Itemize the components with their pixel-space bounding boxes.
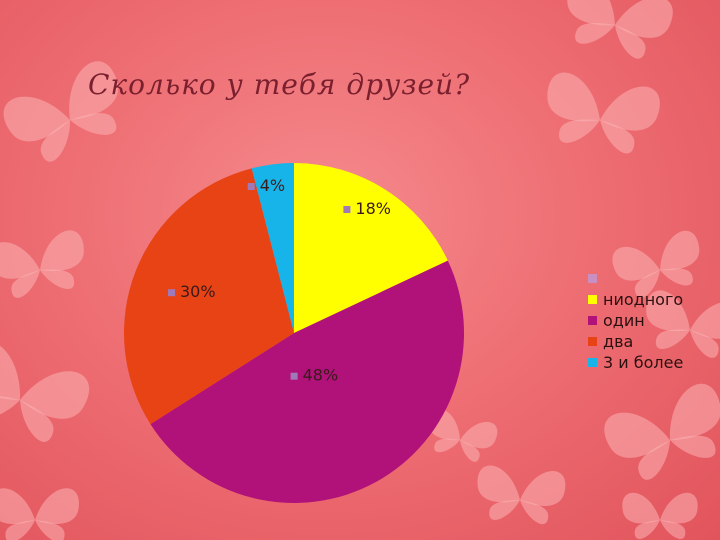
butterfly-shape: [477, 465, 566, 525]
data-label-text: 30%: [180, 282, 216, 301]
chart-legend: ниодного один два 3 и более: [588, 268, 683, 373]
legend-item-none: ниодного: [588, 289, 683, 310]
butterfly-shape: [612, 230, 700, 298]
legend-label: ниодного: [603, 290, 684, 309]
pie-slice-two: [123, 168, 294, 425]
butterfly-shape: [0, 230, 84, 298]
legend-label: два: [603, 332, 634, 351]
butterfly-shape: [604, 383, 720, 480]
legend-swatch: [588, 337, 597, 346]
butterfly-shape: [3, 61, 119, 162]
legend-item-one: один: [588, 310, 683, 331]
pie-slice-three-plus: [251, 163, 294, 333]
butterfly-shape: [0, 340, 90, 442]
data-label: 48%: [290, 366, 339, 385]
data-label-text: 48%: [303, 366, 339, 385]
data-label: 18%: [343, 199, 391, 218]
data-label-text: 18%: [355, 199, 391, 218]
pie-slice-none: [294, 163, 448, 333]
data-label-text: 4%: [260, 176, 285, 195]
legend-item-two: два: [588, 331, 683, 352]
legend-label: один: [603, 311, 645, 330]
pie-slice-one: [150, 260, 465, 504]
butterfly-shape: [0, 488, 79, 540]
label-marker: [247, 183, 255, 190]
legend-swatch: [588, 358, 597, 367]
data-label: 4%: [247, 176, 285, 195]
butterfly-shape: [567, 0, 673, 59]
legend-label: 3 и более: [603, 353, 684, 372]
legend-item-three-plus: 3 и более: [588, 352, 683, 373]
legend-swatch: [588, 316, 597, 325]
legend-swatch: [588, 295, 597, 304]
data-label: 30%: [168, 282, 216, 301]
slide-title: Сколько у тебя друзей?: [88, 68, 471, 101]
legend-swatch: [588, 274, 597, 283]
butterfly-shape: [622, 492, 698, 539]
label-marker: [290, 372, 298, 380]
label-marker: [168, 289, 175, 297]
butterfly-shape: [547, 72, 660, 154]
label-marker: [343, 206, 351, 213]
legend-item-blank: [588, 268, 683, 289]
butterfly-shape: [646, 290, 720, 358]
